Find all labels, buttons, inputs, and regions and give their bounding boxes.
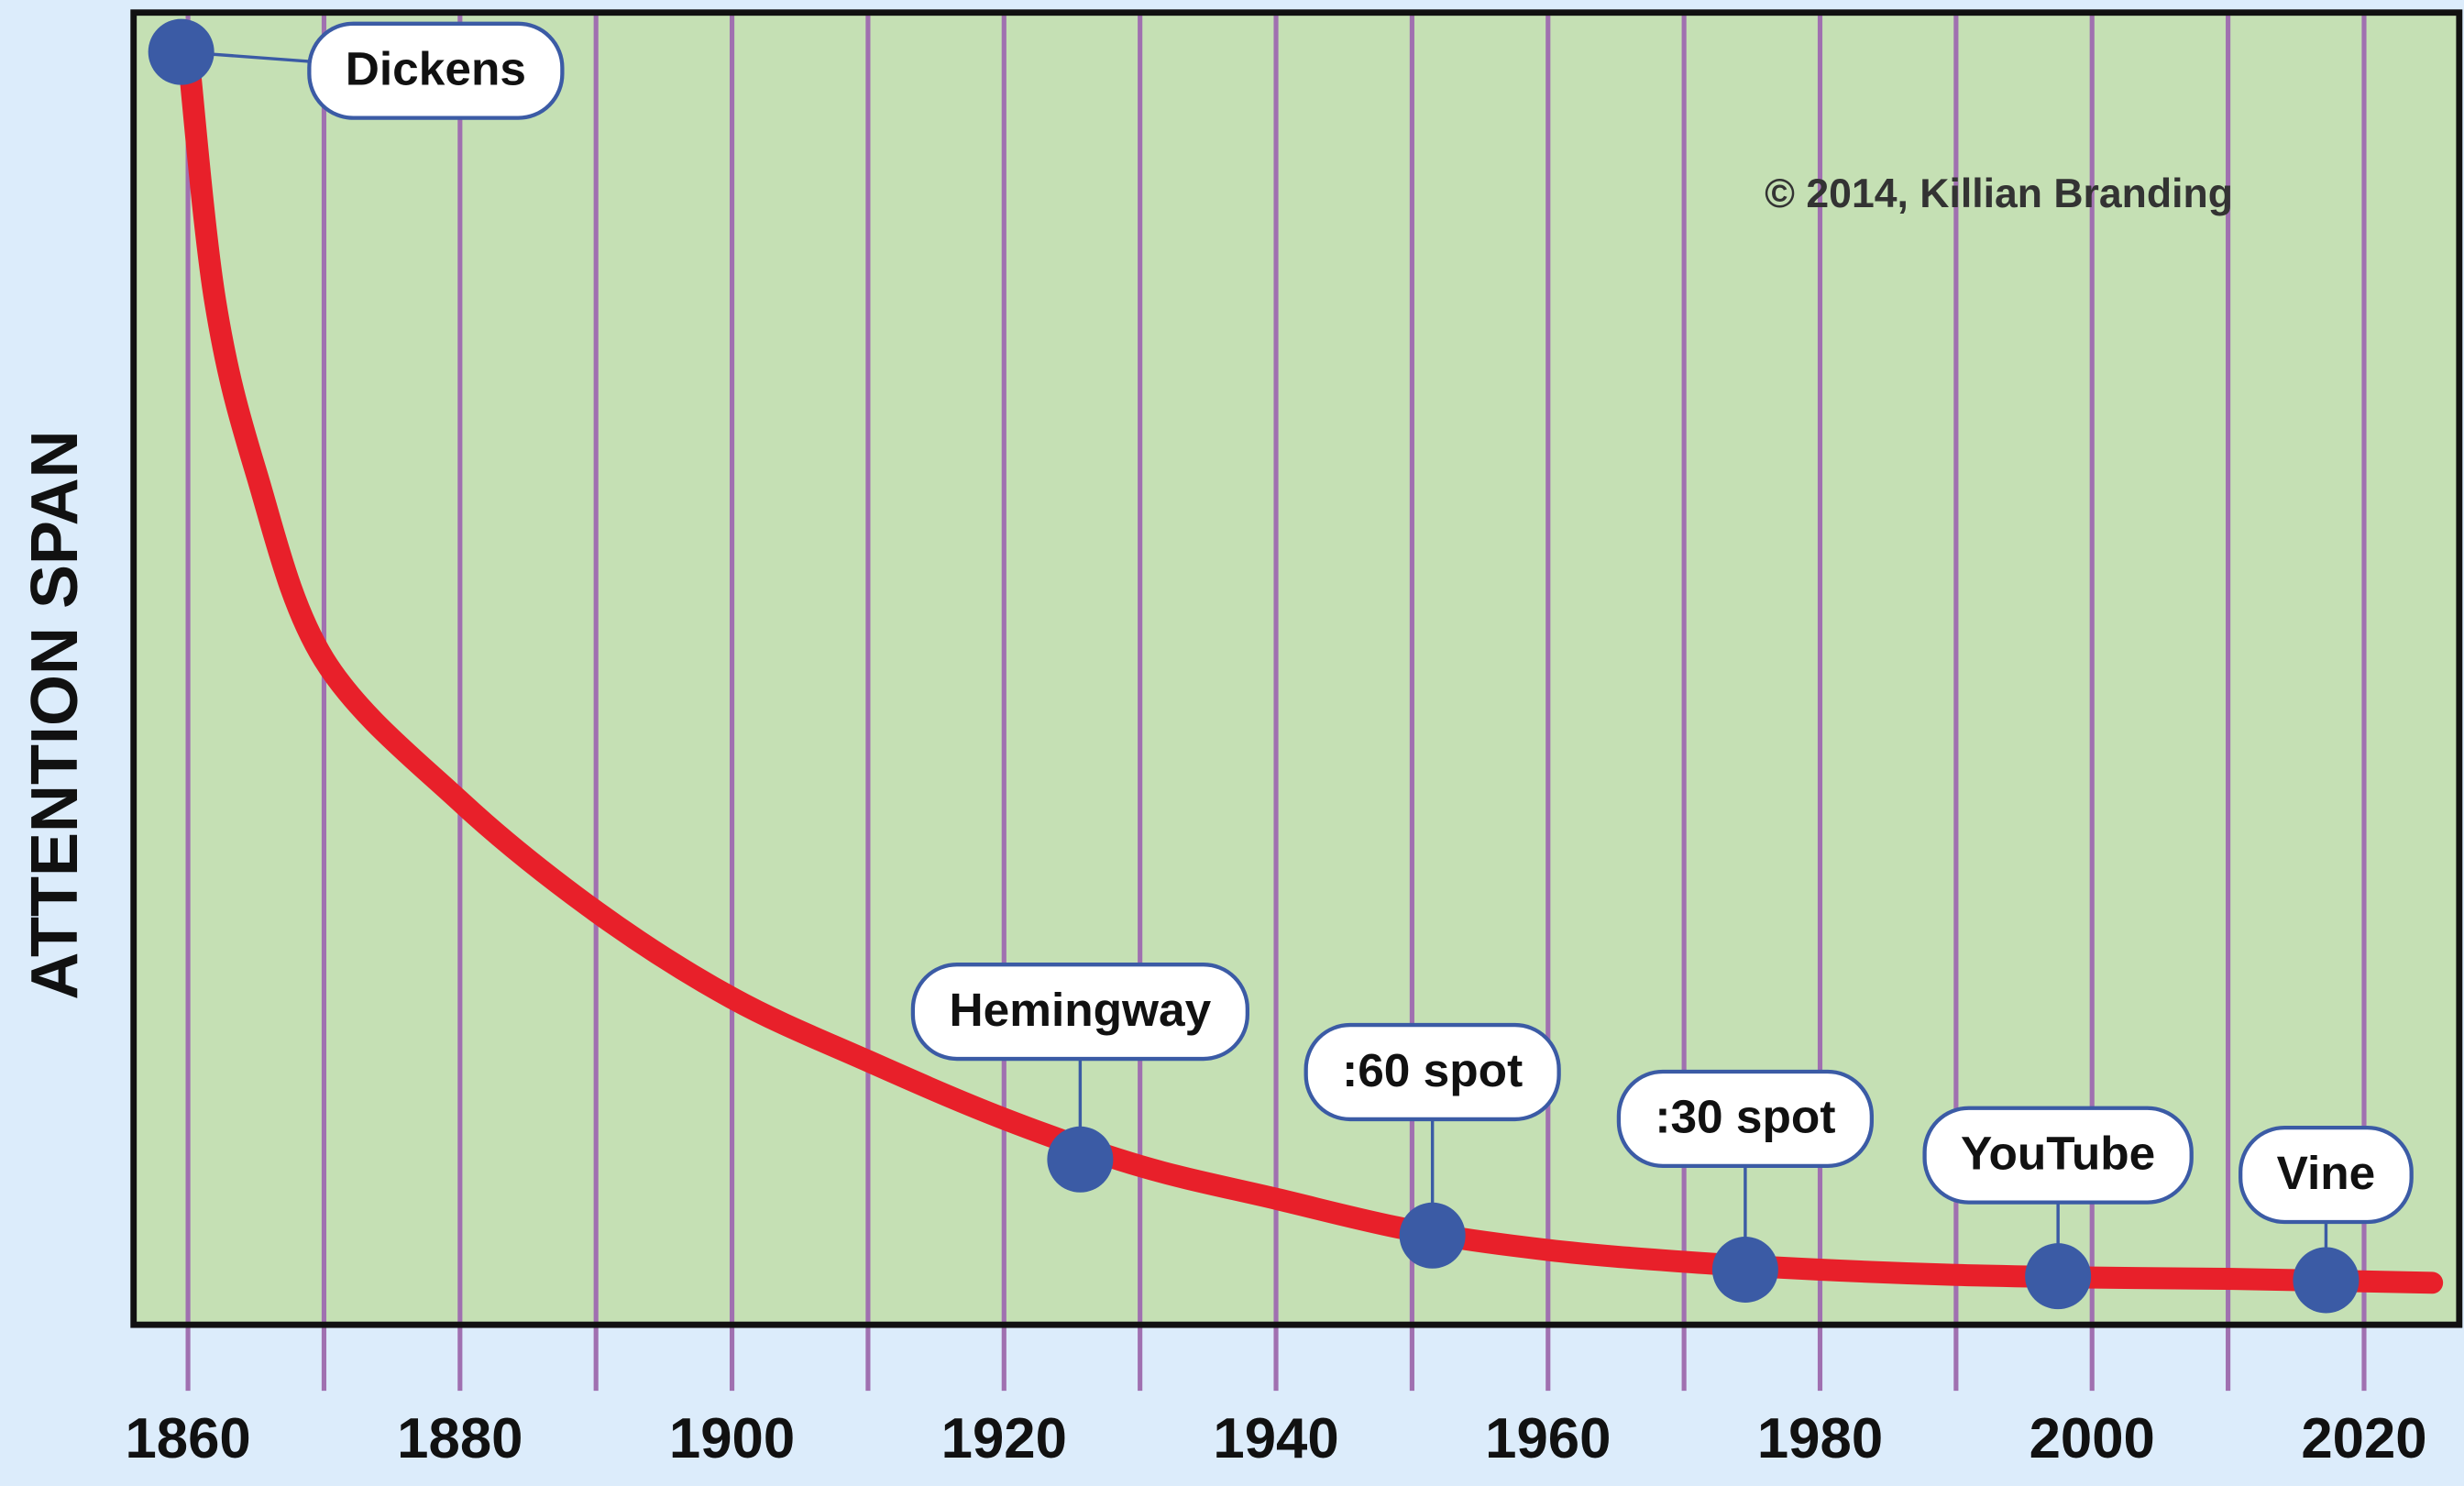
plot-area	[133, 12, 2459, 1326]
x-tick-label: 1960	[1485, 1407, 1611, 1470]
callout-box	[1616, 1069, 1875, 1169]
x-tick-label: 1880	[397, 1407, 522, 1470]
milestone-dot	[1047, 1126, 1114, 1193]
y-axis-label: ATTENTION SPAN	[18, 430, 92, 999]
milestone-label: YouTube	[1961, 1126, 2155, 1179]
x-tick-label: 2000	[2030, 1407, 2155, 1470]
callout-box	[1304, 1022, 1561, 1122]
x-tick-label: 2020	[2301, 1407, 2426, 1470]
x-tick-label: 1940	[1213, 1407, 1338, 1470]
milestone-dot	[148, 18, 214, 85]
milestone-dot	[1711, 1236, 1778, 1303]
x-tick-label: 1920	[941, 1407, 1067, 1470]
callout-box	[307, 21, 565, 120]
milestone-label: Vine	[2277, 1146, 2376, 1199]
milestone-dot	[1399, 1202, 1466, 1269]
copyright: © 2014, Killian Branding	[1765, 171, 2233, 216]
milestone-label: :60 spot	[1342, 1043, 1523, 1096]
plot-border	[130, 9, 2463, 1328]
callout-box	[2238, 1126, 2414, 1225]
x-tick-label: 1860	[125, 1407, 250, 1470]
milestone-label: Hemingway	[950, 983, 1212, 1036]
milestone-dot	[2293, 1247, 2360, 1314]
x-tick-label: 1980	[1757, 1407, 1883, 1470]
milestone-label: :30 spot	[1655, 1090, 1835, 1143]
callout-box	[910, 963, 1249, 1062]
x-tick-label: 1900	[669, 1407, 795, 1470]
callout-box	[1922, 1106, 2194, 1205]
milestone-label: Dickens	[346, 42, 526, 95]
milestone-dot	[2025, 1243, 2092, 1310]
